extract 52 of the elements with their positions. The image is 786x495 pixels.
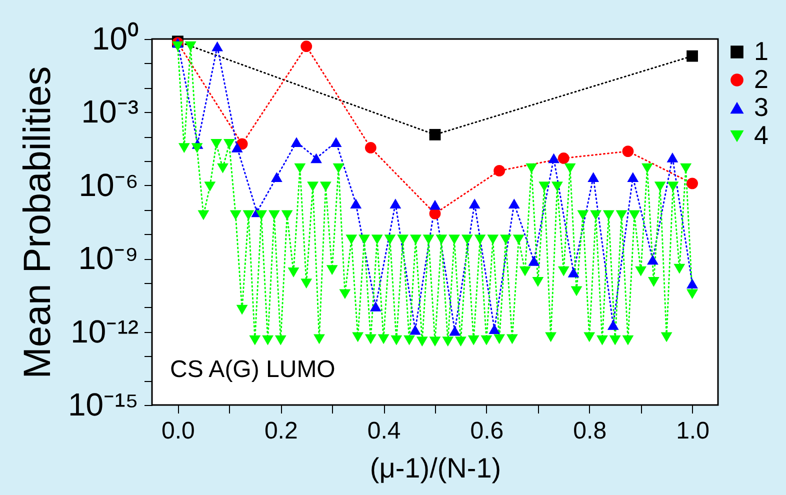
point bbox=[231, 142, 243, 152]
x-tick-label: 0.6 bbox=[470, 418, 504, 444]
legend-label: 4 bbox=[754, 120, 768, 150]
point bbox=[508, 198, 520, 209]
point bbox=[558, 152, 570, 164]
point bbox=[429, 128, 441, 140]
point bbox=[364, 142, 376, 154]
point bbox=[310, 153, 322, 164]
point bbox=[390, 198, 402, 209]
point bbox=[212, 41, 223, 52]
x-axis-title: (μ-1)/(N-1) bbox=[370, 452, 502, 484]
point bbox=[409, 324, 421, 335]
y-tick-label: 10⁻³ bbox=[81, 94, 139, 130]
point bbox=[449, 326, 461, 336]
point bbox=[350, 198, 362, 209]
point bbox=[686, 50, 698, 62]
y-tick-label: 10⁻⁹ bbox=[78, 240, 138, 276]
point bbox=[548, 153, 560, 164]
annotation: CS A(G) LUMO bbox=[170, 356, 336, 383]
point bbox=[330, 137, 342, 147]
y-tick-label: 10⁻¹² bbox=[70, 313, 139, 350]
y-tick-label: 10⁻¹⁵ bbox=[68, 386, 138, 422]
point bbox=[429, 200, 441, 210]
point bbox=[686, 278, 698, 288]
point bbox=[528, 256, 540, 266]
point bbox=[370, 301, 382, 312]
legend-label: 1 bbox=[754, 36, 768, 66]
y-axis-title: Mean Probabilities bbox=[16, 66, 59, 379]
x-tick-label: 0.0 bbox=[162, 418, 195, 444]
y-tick-label: 10⁻⁶ bbox=[78, 166, 138, 203]
point bbox=[488, 324, 500, 334]
point bbox=[666, 152, 678, 162]
point bbox=[647, 254, 658, 265]
point bbox=[627, 172, 639, 182]
legend-label: 2 bbox=[754, 64, 768, 94]
point bbox=[290, 137, 302, 147]
x-tick-label: 0.4 bbox=[367, 418, 401, 444]
x-tick-label: 0.2 bbox=[264, 418, 298, 444]
point bbox=[236, 138, 248, 150]
x-tick-label: 0.8 bbox=[573, 418, 607, 444]
x-tick-label: 1.0 bbox=[676, 418, 710, 444]
point bbox=[686, 178, 698, 190]
point bbox=[568, 268, 580, 278]
point bbox=[494, 165, 506, 176]
point bbox=[607, 320, 619, 330]
point bbox=[622, 146, 634, 157]
y-tick-label: 10⁰ bbox=[92, 20, 138, 56]
legend-label: 3 bbox=[754, 92, 768, 122]
point bbox=[588, 172, 600, 182]
point bbox=[300, 40, 312, 52]
point bbox=[270, 172, 282, 182]
point bbox=[468, 198, 480, 209]
